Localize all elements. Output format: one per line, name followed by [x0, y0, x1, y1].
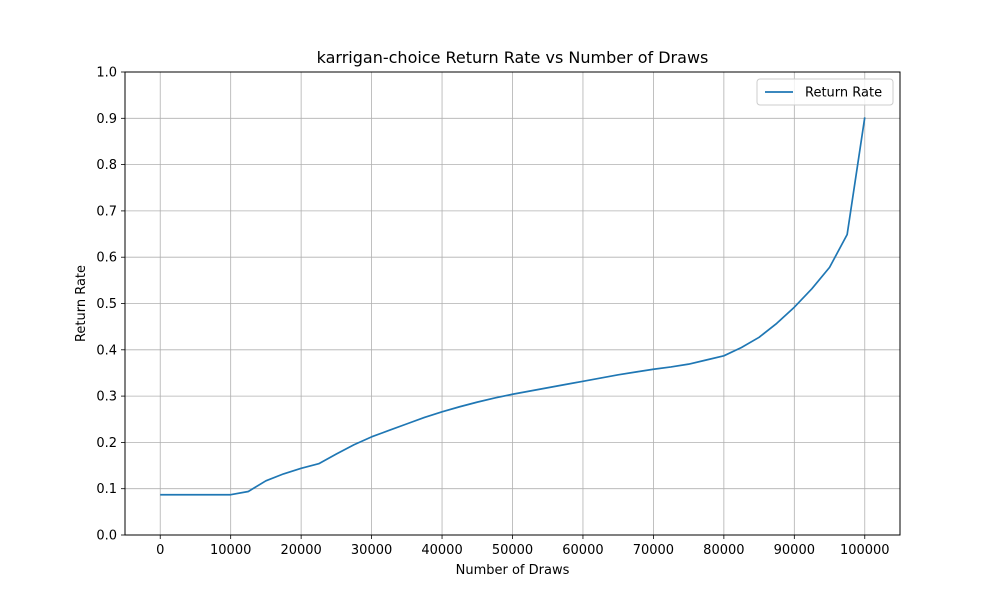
x-tick-label: 100000 [840, 543, 890, 558]
x-tick-label: 10000 [210, 543, 251, 558]
x-tick-label: 90000 [774, 543, 815, 558]
legend: Return Rate [756, 78, 894, 106]
x-tick-label: 70000 [633, 543, 674, 558]
y-tick-label: 0.7 [96, 204, 117, 219]
y-tick-label: 0.3 [96, 390, 117, 405]
series-layer [160, 117, 866, 496]
y-tick-label: 0.5 [96, 297, 117, 312]
x-tick-label: 50000 [492, 543, 533, 558]
x-tick-label: 80000 [703, 543, 744, 558]
x-axis-label: Number of Draws [456, 563, 570, 578]
y-tick-label: 0.2 [96, 436, 117, 451]
y-tick-label: 0.6 [96, 251, 117, 266]
x-tick-label: 40000 [421, 543, 462, 558]
y-tick-label: 0.9 [96, 112, 117, 127]
chart-title: karrigan-choice Return Rate vs Number of… [317, 48, 709, 67]
x-tick-label: 60000 [562, 543, 603, 558]
legend-label: Return Rate [805, 86, 882, 101]
y-tick-label: 0.0 [96, 529, 117, 544]
legend-box [756, 78, 894, 106]
x-tick-label: 20000 [280, 543, 321, 558]
series-line [160, 117, 866, 496]
y-axis-ticks: 0.0 0.1 0.2 0.3 0.4 0.5 0.6 0.7 0.8 0.9 1.0 [96, 66, 125, 544]
x-tick-label: 30000 [351, 543, 392, 558]
y-tick-label: 0.1 [96, 482, 117, 497]
y-axis-label: Return Rate [74, 265, 89, 342]
y-tick-label: 0.4 [96, 343, 117, 358]
x-tick-label: 0 [156, 543, 164, 558]
x-axis-ticks: 0 10000 20000 30000 40000 50000 60000 70000 8000… [156, 535, 890, 558]
y-tick-label: 0.8 [96, 158, 117, 173]
y-tick-label: 1.0 [96, 66, 117, 81]
